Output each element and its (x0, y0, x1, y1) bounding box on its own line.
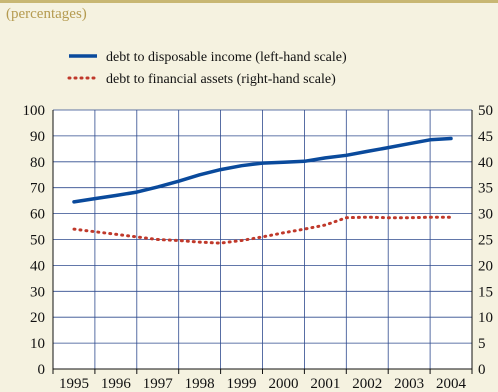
x-tick-label: 2004 (436, 376, 467, 392)
x-tick-label: 1999 (227, 376, 257, 392)
left-tick-label: 30 (30, 284, 45, 300)
right-tick-label: 5 (478, 336, 486, 352)
right-tick-label: 35 (478, 181, 493, 197)
left-tick-label: 100 (23, 103, 46, 119)
right-tick-label: 25 (478, 233, 493, 249)
left-tick-label: 70 (30, 181, 45, 197)
right-tick-label: 0 (478, 362, 486, 378)
left-tick-label: 40 (30, 258, 45, 274)
left-tick-label: 80 (30, 155, 45, 171)
right-tick-label: 30 (478, 207, 493, 223)
right-tick-label: 50 (478, 103, 493, 119)
x-tick-label: 2003 (394, 376, 424, 392)
x-tick-label: 1998 (185, 376, 215, 392)
debt-to-income-line (72, 136, 453, 204)
right-tick-label: 20 (478, 258, 493, 274)
x-tick-label: 1997 (143, 376, 174, 392)
x-tick-label: 2000 (268, 376, 298, 392)
left-tick-label: 50 (30, 233, 45, 249)
right-tick-label: 45 (478, 129, 493, 145)
right-tick-label: 40 (478, 155, 493, 171)
top-rule (0, 0, 498, 3)
left-tick-label: 20 (30, 310, 45, 326)
left-tick-label: 0 (38, 362, 46, 378)
right-tick-label: 15 (478, 284, 493, 300)
x-tick-label: 2001 (310, 376, 340, 392)
chart-subtitle: (percentages) (6, 6, 87, 22)
debt-to-assets-line (72, 215, 453, 245)
x-tick-label: 2002 (352, 376, 382, 392)
left-tick-label: 10 (30, 336, 45, 352)
left-tick-label: 90 (30, 129, 45, 145)
legend-label: debt to financial assets (right-hand sca… (106, 72, 336, 87)
x-tick-label: 1996 (101, 376, 132, 392)
x-tick-label: 1995 (59, 376, 89, 392)
left-tick-label: 60 (30, 207, 45, 223)
legend-label: debt to disposable income (left-hand sca… (106, 50, 347, 65)
right-tick-label: 10 (478, 310, 493, 326)
